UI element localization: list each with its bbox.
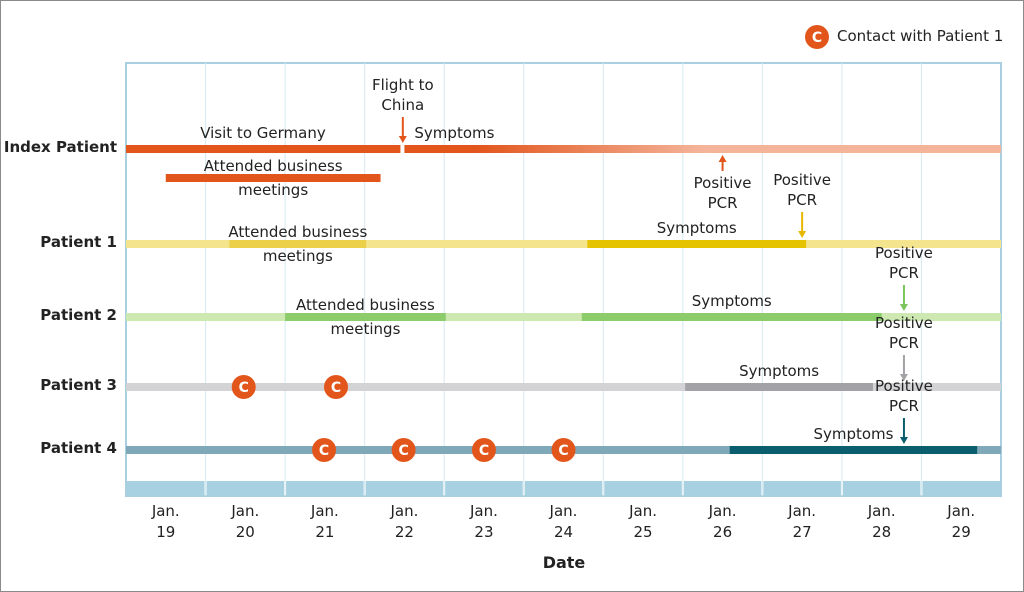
x-tick-label: Jan. 22	[390, 502, 419, 541]
x-tick-label: Jan. 20	[231, 502, 260, 541]
event-arrowhead	[899, 374, 908, 381]
row-name: Index Patient	[3, 138, 117, 156]
event-arrowhead	[899, 304, 908, 311]
axis-strip	[286, 481, 364, 496]
x-tick-label: Jan. 19	[151, 502, 180, 541]
contact-marker-text: C	[398, 443, 408, 459]
segment-label: Symptoms	[656, 219, 737, 237]
row-name: Patient 1	[40, 233, 117, 251]
x-tick-label: Jan. 25	[629, 502, 657, 541]
segment-label: Symptoms	[813, 425, 894, 443]
x-tick-label: Jan. 24	[549, 502, 578, 541]
event-label: Flight to China	[371, 76, 434, 114]
legend-label: Contact with Patient 1	[837, 27, 1004, 45]
segment-label: Attended business meetings	[228, 223, 368, 265]
axis-strip	[365, 481, 444, 496]
axis-strip	[842, 481, 921, 496]
timeline-bar	[685, 383, 873, 391]
axis-strip	[604, 481, 682, 496]
contact-marker-text: C	[239, 380, 249, 396]
contact-marker-text: C	[331, 380, 341, 396]
event-label: Positive PCR	[693, 174, 752, 212]
timeline-bar	[126, 145, 401, 153]
row-name: Patient 4	[40, 439, 117, 457]
timeline-bar	[165, 174, 381, 182]
timeline-bar	[229, 240, 367, 248]
row-name: Patient 2	[40, 306, 117, 324]
segment-label: Visit to Germany	[200, 124, 326, 142]
event-label: Positive PCR	[875, 244, 933, 282]
timeline-bar	[587, 240, 807, 248]
contact-marker	[312, 438, 337, 462]
legend-symbol	[805, 25, 829, 49]
timeline-bar	[126, 240, 1001, 248]
timeline-bar	[404, 145, 1002, 153]
event-label: Positive PCR	[773, 171, 832, 209]
timeline-bar	[126, 313, 1001, 321]
axis-strip	[763, 481, 841, 496]
event-label: Positive PCR	[875, 314, 933, 352]
x-axis-label: Date	[542, 553, 586, 572]
x-tick-label: Jan. 23	[470, 502, 498, 541]
segment-label: Symptoms	[739, 362, 820, 380]
axis-strip	[127, 481, 205, 496]
event-arrowhead	[899, 437, 908, 444]
x-tick-label: Jan. 26	[708, 502, 737, 541]
contact-marker-text: C	[319, 443, 329, 459]
x-tick-label: Jan. 21	[310, 502, 339, 541]
segment-label: Symptoms	[414, 124, 495, 142]
legend-symbol-text: C	[812, 30, 822, 46]
contact-marker	[231, 375, 256, 399]
row-name: Patient 3	[40, 376, 117, 394]
axis-strip	[683, 481, 762, 496]
contact-marker-text: C	[558, 443, 568, 459]
event-arrowhead	[798, 231, 807, 238]
event-arrowhead	[398, 136, 407, 143]
x-tick-label: Jan. 27	[788, 502, 817, 541]
axis-strip	[445, 481, 523, 496]
event-label: Positive PCR	[875, 377, 933, 415]
x-tick-label: Jan. 28	[867, 502, 896, 541]
contact-marker	[471, 438, 496, 462]
timeline-bar	[729, 446, 978, 454]
x-tick-label: Jan. 29	[947, 502, 976, 541]
segment-label: Attended business meetings	[295, 296, 435, 338]
timeline-bar	[581, 313, 882, 321]
event-arrowhead	[718, 155, 727, 162]
axis-strip	[922, 481, 1000, 496]
contact-marker-text: C	[479, 443, 489, 459]
contact-marker	[324, 375, 348, 399]
segment-label: Attended business meetings	[203, 157, 343, 199]
contact-marker	[391, 438, 416, 462]
axis-strip	[524, 481, 603, 496]
segment-label: Symptoms	[691, 292, 772, 310]
axis-strip	[206, 481, 285, 496]
contact-marker	[551, 438, 576, 462]
timeline-bar	[285, 313, 446, 321]
timeline-bar	[126, 383, 1001, 391]
